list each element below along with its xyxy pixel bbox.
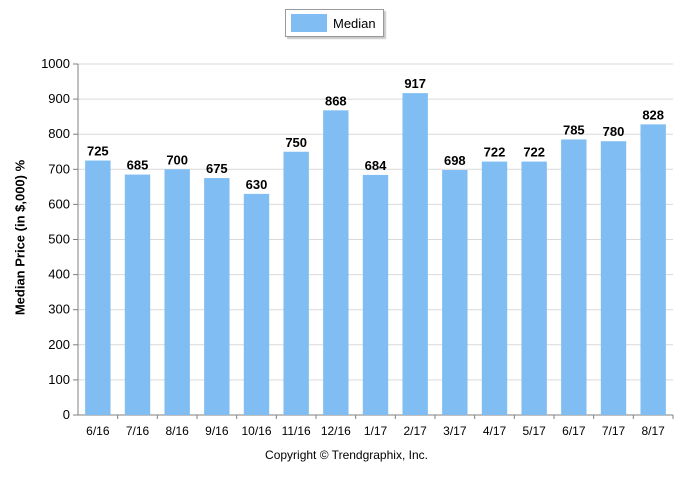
legend-label-median: Median <box>333 16 376 31</box>
bar <box>402 93 428 416</box>
x-tick-label: 2/17 <box>403 424 427 438</box>
data-label: 700 <box>166 152 188 167</box>
data-label: 785 <box>563 122 585 137</box>
x-tick-label: 11/16 <box>282 424 311 438</box>
y-tick-label: 400 <box>48 267 70 282</box>
x-tick-label: 5/17 <box>522 424 546 438</box>
data-label: 725 <box>87 144 109 159</box>
data-label: 722 <box>523 145 545 160</box>
bar <box>561 139 587 415</box>
y-tick-label: 700 <box>48 161 70 176</box>
bar <box>243 193 270 415</box>
data-label: 630 <box>246 177 268 192</box>
bar <box>164 169 190 415</box>
x-tick-label: 8/16 <box>165 424 189 438</box>
data-label: 750 <box>285 135 307 150</box>
y-tick-label: 900 <box>48 91 70 106</box>
x-tick-label: 8/17 <box>641 424 665 438</box>
y-tick-label: 600 <box>48 196 70 211</box>
y-tick-label: 0 <box>63 407 70 422</box>
data-label: 685 <box>127 158 149 173</box>
bar <box>323 110 349 415</box>
data-label: 868 <box>325 93 347 108</box>
bar <box>124 174 151 415</box>
data-label: 780 <box>603 124 625 139</box>
bar <box>640 124 666 415</box>
bar <box>283 151 309 415</box>
x-tick-label: 4/17 <box>483 424 507 438</box>
y-tick-label: 300 <box>48 302 70 317</box>
x-tick-label: 6/16 <box>86 424 110 438</box>
data-label: 684 <box>365 158 387 173</box>
data-label: 675 <box>206 161 228 176</box>
x-tick-label: 7/17 <box>602 424 626 438</box>
bar <box>204 178 230 415</box>
bar <box>85 160 111 415</box>
legend-swatch-median <box>291 14 327 32</box>
x-tick-label: 6/17 <box>562 424 586 438</box>
y-tick-label: 200 <box>48 337 70 352</box>
y-tick-label: 500 <box>48 232 70 247</box>
bar <box>481 161 508 415</box>
x-tick-label: 12/16 <box>321 424 351 438</box>
copyright-text: Copyright © Trendgraphix, Inc. <box>265 448 428 462</box>
bar <box>600 141 627 415</box>
x-tick-label: 3/17 <box>443 424 467 438</box>
y-tick-label: 1000 <box>41 56 70 71</box>
x-tick-label: 1/17 <box>364 424 388 438</box>
x-tick-label: 10/16 <box>241 424 271 438</box>
legend: Median <box>285 9 384 37</box>
bar <box>442 170 468 415</box>
y-tick-label: 100 <box>48 372 70 387</box>
data-label: 917 <box>404 76 426 91</box>
data-label: 828 <box>642 107 664 122</box>
x-tick-label: 9/16 <box>205 424 229 438</box>
data-label: 722 <box>484 145 506 160</box>
bar <box>521 161 547 415</box>
x-tick-label: 7/16 <box>126 424 150 438</box>
bar <box>362 174 389 415</box>
y-axis-label: Median Price (in $,000) % <box>12 159 28 316</box>
y-tick-label: 800 <box>48 126 70 141</box>
data-label: 698 <box>444 153 466 168</box>
